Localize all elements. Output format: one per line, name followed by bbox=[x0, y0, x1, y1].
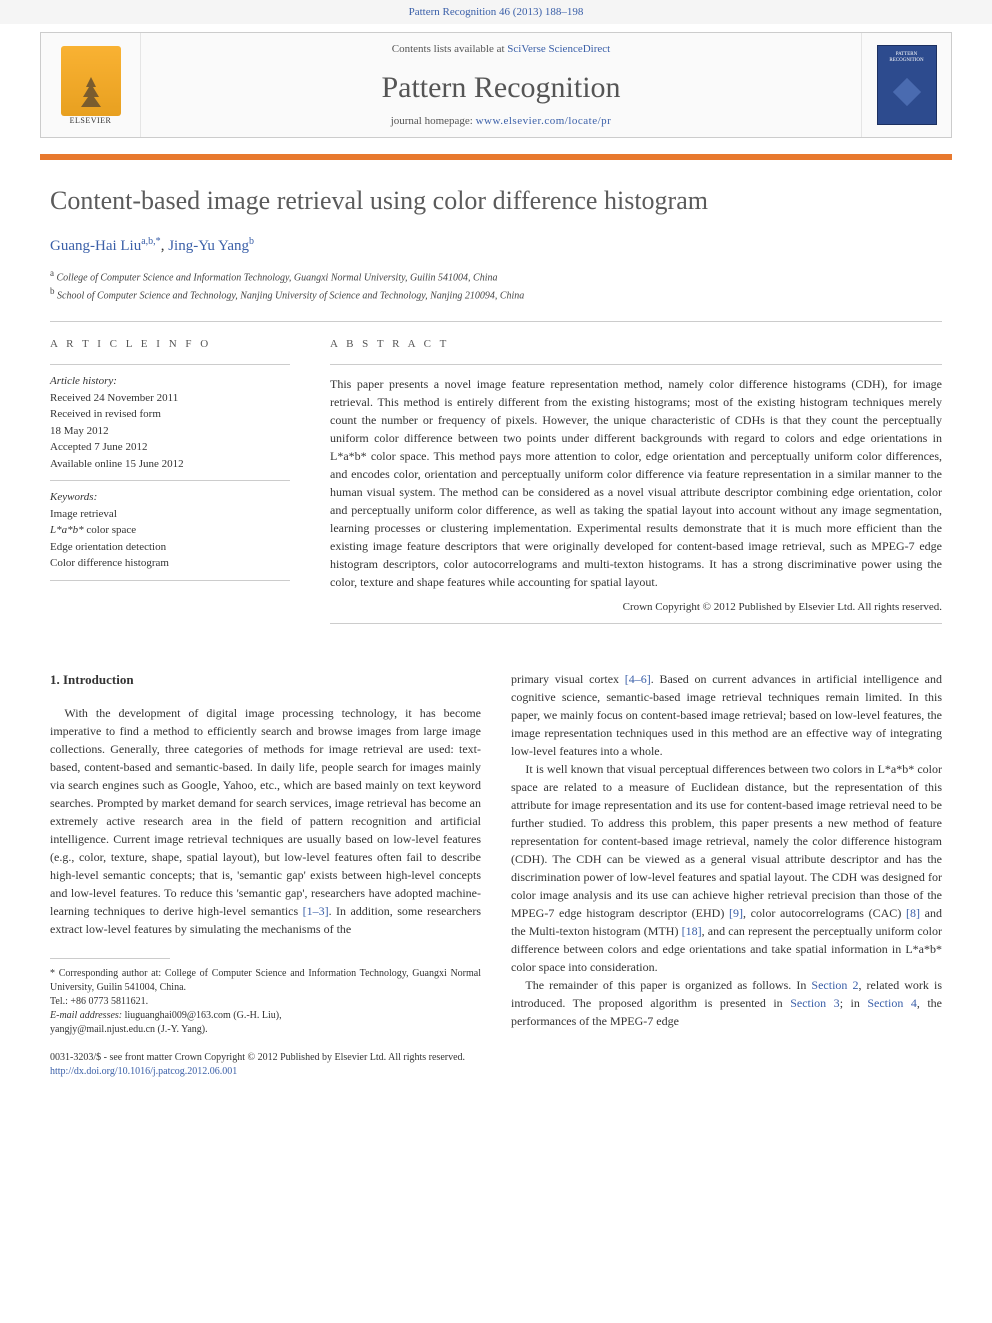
ref-link-4-6[interactable]: [4–6] bbox=[625, 672, 651, 686]
affiliation-a: College of Computer Science and Informat… bbox=[54, 272, 498, 283]
publisher-name: ELSEVIER bbox=[70, 116, 112, 125]
body-column-right: primary visual cortex [4–6]. Based on cu… bbox=[511, 670, 942, 1037]
author-2[interactable]: Jing-Yu Yang bbox=[168, 238, 249, 254]
author-2-affil: b bbox=[249, 236, 254, 247]
affiliations: a College of Computer Science and Inform… bbox=[50, 267, 942, 304]
section-3-link[interactable]: Section 3 bbox=[790, 996, 840, 1010]
journal-header-box: ELSEVIER Contents lists available at Sci… bbox=[40, 32, 952, 138]
journal-homepage-link[interactable]: www.elsevier.com/locate/pr bbox=[476, 115, 612, 127]
journal-issue-bar: Pattern Recognition 46 (2013) 188–198 bbox=[0, 0, 992, 24]
elsevier-tree-logo bbox=[61, 46, 121, 116]
header-center: Contents lists available at SciVerse Sci… bbox=[141, 33, 861, 137]
keywords-block: Keywords: Image retrieval L*a*b* color s… bbox=[50, 480, 290, 581]
article-main: Content-based image retrieval using colo… bbox=[0, 184, 992, 1109]
keyword: Color difference histogram bbox=[50, 557, 169, 569]
intro-paragraph-3: The remainder of this paper is organized… bbox=[511, 976, 942, 1030]
journal-cover-area: PATTERN RECOGNITION bbox=[861, 33, 951, 137]
section-4-link[interactable]: Section 4 bbox=[867, 996, 917, 1010]
divider bbox=[50, 321, 942, 322]
body-two-columns: 1. Introduction With the development of … bbox=[50, 670, 942, 1037]
journal-cover-thumbnail: PATTERN RECOGNITION bbox=[877, 45, 937, 125]
orange-divider-bar bbox=[40, 154, 952, 160]
affiliation-b: School of Computer Science and Technolog… bbox=[55, 290, 525, 301]
email-2: yangjy@mail.njust.edu.cn (J.-Y. Yang). bbox=[50, 1023, 481, 1037]
homepage-line: journal homepage: www.elsevier.com/locat… bbox=[391, 115, 612, 127]
footnote-divider bbox=[50, 958, 170, 959]
corresponding-author-note: * Corresponding author at: College of Co… bbox=[50, 967, 481, 995]
footnotes: * Corresponding author at: College of Co… bbox=[50, 967, 481, 1037]
journal-name: Pattern Recognition bbox=[381, 71, 620, 105]
contents-available-line: Contents lists available at SciVerse Sci… bbox=[392, 43, 610, 55]
author-1[interactable]: Guang-Hai Liu bbox=[50, 238, 141, 254]
article-title: Content-based image retrieval using colo… bbox=[50, 184, 942, 218]
abstract-text: This paper presents a novel image featur… bbox=[330, 364, 942, 591]
bottom-copyright: 0031-3203/$ - see front matter Crown Cop… bbox=[50, 1051, 942, 1079]
keyword: Image retrieval bbox=[50, 508, 117, 520]
body-column-left: 1. Introduction With the development of … bbox=[50, 670, 481, 1037]
email-label: E-mail addresses: bbox=[50, 1010, 122, 1021]
keyword: Edge orientation detection bbox=[50, 541, 166, 553]
abstract-label: A B S T R A C T bbox=[330, 338, 942, 350]
intro-paragraph-1: With the development of digital image pr… bbox=[50, 704, 481, 938]
article-info-column: A R T I C L E I N F O Article history: R… bbox=[50, 338, 290, 640]
keyword: L*a*b* color space bbox=[50, 524, 136, 536]
cover-diamond-icon bbox=[892, 78, 920, 106]
section-1-heading: 1. Introduction bbox=[50, 670, 481, 690]
info-abstract-row: A R T I C L E I N F O Article history: R… bbox=[50, 338, 942, 640]
abstract-column: A B S T R A C T This paper presents a no… bbox=[330, 338, 942, 640]
ref-link-8[interactable]: [8] bbox=[906, 906, 920, 920]
section-2-link[interactable]: Section 2 bbox=[811, 978, 858, 992]
publisher-logo-area: ELSEVIER bbox=[41, 33, 141, 137]
tree-icon bbox=[71, 72, 111, 112]
intro-paragraph-1-cont: primary visual cortex [4–6]. Based on cu… bbox=[511, 670, 942, 760]
front-matter-line: 0031-3203/$ - see front matter Crown Cop… bbox=[50, 1051, 942, 1065]
ref-link-18[interactable]: [18] bbox=[682, 924, 702, 938]
ref-link-1-3[interactable]: [1–3] bbox=[303, 904, 329, 918]
article-info-label: A R T I C L E I N F O bbox=[50, 338, 290, 350]
history-label: Article history: bbox=[50, 375, 117, 387]
abstract-copyright: Crown Copyright © 2012 Published by Else… bbox=[330, 601, 942, 613]
doi-link[interactable]: http://dx.doi.org/10.1016/j.patcog.2012.… bbox=[50, 1066, 237, 1077]
ref-link-9[interactable]: [9] bbox=[729, 906, 743, 920]
authors-line: Guang-Hai Liua,b,*, Jing-Yu Yangb bbox=[50, 236, 942, 255]
issue-citation: Pattern Recognition 46 (2013) 188–198 bbox=[409, 6, 584, 18]
divider bbox=[330, 623, 942, 624]
article-history-block: Article history: Received 24 November 20… bbox=[50, 364, 290, 480]
author-1-affil: a,b,* bbox=[141, 236, 160, 247]
sciencedirect-link[interactable]: SciVerse ScienceDirect bbox=[507, 43, 610, 55]
email-1: liuguanghai009@163.com (G.-H. Liu), bbox=[122, 1010, 281, 1021]
tel-note: Tel.: +86 0773 5811621. bbox=[50, 995, 481, 1009]
cover-title-line2: RECOGNITION bbox=[889, 58, 923, 64]
intro-paragraph-2: It is well known that visual perceptual … bbox=[511, 760, 942, 976]
keywords-label: Keywords: bbox=[50, 491, 97, 503]
